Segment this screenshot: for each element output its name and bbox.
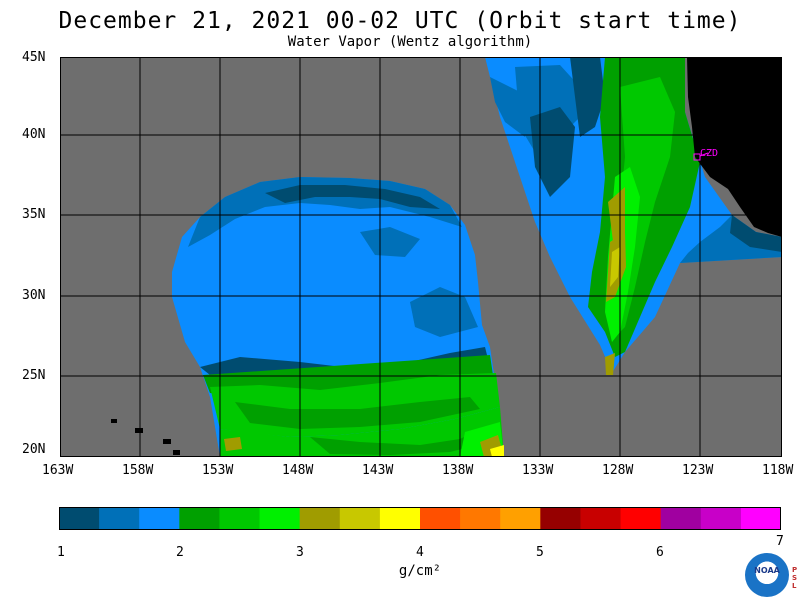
lat-label: 30N bbox=[22, 288, 46, 303]
colorbar-cell bbox=[700, 507, 742, 530]
lon-label: 133W bbox=[522, 463, 554, 478]
map-subtitle: Water Vapor (Wentz algorithm) bbox=[287, 34, 533, 50]
map-title: December 21, 2021 00-02 UTC (Orbit start… bbox=[58, 8, 742, 34]
land bbox=[687, 57, 782, 237]
colorbar-cell bbox=[580, 507, 622, 530]
colorbar-tick-label: 5 bbox=[536, 545, 544, 560]
lon-label: 128W bbox=[602, 463, 634, 478]
colorbar-tick-label: 1 bbox=[57, 545, 65, 560]
colorbar bbox=[59, 507, 781, 530]
colorbar-cell bbox=[620, 507, 662, 530]
colorbar-cell bbox=[420, 507, 461, 530]
colorbar-cell bbox=[99, 507, 140, 530]
colorbar-tick-label: 4 bbox=[416, 545, 424, 560]
colorbar-tick-label: 3 bbox=[296, 545, 304, 560]
colorbar-cell bbox=[379, 507, 421, 530]
colorbar-cell bbox=[740, 507, 781, 530]
colorbar-cell bbox=[299, 507, 341, 530]
colorbar-cell bbox=[139, 507, 180, 530]
colorbar-tick-label: 2 bbox=[176, 545, 184, 560]
colorbar-cell bbox=[500, 507, 541, 530]
grid-lines bbox=[60, 57, 782, 457]
noaa-logo: NOAA bbox=[745, 553, 789, 597]
colorbar-cell bbox=[179, 507, 220, 530]
lon-label: 158W bbox=[122, 463, 154, 478]
lon-label: 143W bbox=[362, 463, 394, 478]
colorbar-cell bbox=[339, 507, 381, 530]
lon-label: 123W bbox=[682, 463, 714, 478]
lon-label: 148W bbox=[282, 463, 314, 478]
lat-label: 40N bbox=[22, 127, 46, 142]
lon-label: 118W bbox=[762, 463, 794, 478]
colorbar-cells bbox=[59, 507, 781, 530]
station-label: CZD bbox=[700, 148, 718, 159]
colorbar-cell bbox=[460, 507, 501, 530]
western-swath bbox=[172, 177, 504, 457]
colorbar-cell bbox=[219, 507, 261, 530]
colorbar-cell bbox=[259, 507, 301, 530]
lat-label: 20N bbox=[22, 442, 46, 457]
water-vapor-map: CZD bbox=[60, 57, 782, 457]
islands bbox=[111, 419, 180, 455]
colorbar-cell bbox=[660, 507, 702, 530]
colorbar-cell bbox=[540, 507, 581, 530]
units-label: g/cm² bbox=[398, 563, 442, 579]
lat-label: 25N bbox=[22, 368, 46, 383]
lon-label: 163W bbox=[42, 463, 74, 478]
noaa-logo-text: NOAA bbox=[754, 566, 780, 575]
lat-label: 35N bbox=[22, 207, 46, 222]
colorbar-cell bbox=[59, 507, 100, 530]
colorbar-tick-label: 6 bbox=[656, 545, 664, 560]
station-marker: CZD bbox=[693, 148, 718, 161]
colorbar-tick-label: 7 bbox=[776, 534, 784, 549]
lon-label: 153W bbox=[202, 463, 234, 478]
lat-label: 45N bbox=[22, 50, 46, 65]
lon-label: 138W bbox=[442, 463, 474, 478]
